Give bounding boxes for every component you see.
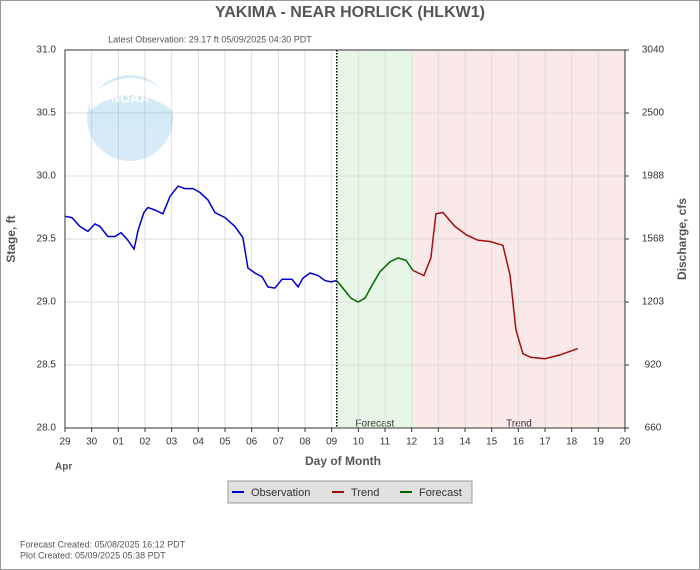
x-tick-label: 29 <box>59 437 71 448</box>
x-tick-label: 18 <box>566 437 578 448</box>
legend <box>227 480 473 504</box>
month-label: Apr <box>55 462 72 473</box>
legend-label: Observation <box>251 487 310 499</box>
x-tick-label: 02 <box>139 437 151 448</box>
x-tick-label: 14 <box>459 437 471 448</box>
x-tick-label: 06 <box>246 437 258 448</box>
x-tick-label: 01 <box>113 437 125 448</box>
series-line <box>412 211 579 360</box>
region-label: Forecast <box>355 419 394 430</box>
x-tick-label: 10 <box>353 437 365 448</box>
x-tick-label: 11 <box>380 437 391 448</box>
y-tick-label: 30.5 <box>37 108 57 119</box>
x-tick-label: 15 <box>486 437 498 448</box>
y2-tick-label: 3040 <box>642 45 665 56</box>
logo-text: NOAA <box>111 90 150 105</box>
x-tick-label: 17 <box>539 437 551 448</box>
chart-title: YAKIMA - NEAR HORLICK (HLKW1) <box>215 4 485 21</box>
subtitle: Latest Observation: 29.17 ft 05/09/2025 … <box>108 34 312 44</box>
y-tick-label: 28.5 <box>37 360 57 371</box>
x-tick-label: 19 <box>593 437 605 448</box>
series-line <box>336 257 414 303</box>
y-tick-label: 29.5 <box>37 234 57 245</box>
x-tick-label: 13 <box>433 437 445 448</box>
x-tick-label: 03 <box>166 437 178 448</box>
legend-label: Trend <box>351 487 379 499</box>
region-label: Trend <box>506 419 532 430</box>
y2-axis-label: Discharge, cfs <box>675 198 689 280</box>
series-line <box>64 185 337 289</box>
plot-border <box>64 49 626 429</box>
x-tick-label: 08 <box>299 437 311 448</box>
x-tick-label: 12 <box>406 437 418 448</box>
x-tick-label: 04 <box>193 437 205 448</box>
y-tick-label: 31.0 <box>37 45 57 56</box>
y2-tick-label: 660 <box>645 423 662 434</box>
y-axis-label: Stage, ft <box>4 215 18 262</box>
y-tick-label: 28.0 <box>37 423 57 434</box>
y2-tick-label: 1203 <box>642 297 665 308</box>
x-axis-label: Day of Month <box>305 454 381 468</box>
x-tick-label: 20 <box>619 437 631 448</box>
x-tick-label: 07 <box>273 437 285 448</box>
y-tick-label: 29.0 <box>37 297 57 308</box>
x-tick-label: 05 <box>219 437 231 448</box>
y-tick-label: 30.0 <box>37 171 57 182</box>
y2-tick-label: 1568 <box>642 234 665 245</box>
footer: Plot Created: 05/09/2025 05:38 PDT <box>20 550 166 560</box>
y2-tick-label: 1988 <box>642 171 665 182</box>
logo: NOAA <box>87 75 173 161</box>
y2-tick-label: 920 <box>645 360 662 371</box>
footer: Forecast Created: 05/08/2025 16:12 PDT <box>20 539 186 549</box>
legend-label: Forecast <box>419 487 462 499</box>
y2-tick-label: 2500 <box>642 108 665 119</box>
x-tick-label: 30 <box>86 437 98 448</box>
x-tick-label: 09 <box>326 437 338 448</box>
x-tick-label: 16 <box>513 437 525 448</box>
